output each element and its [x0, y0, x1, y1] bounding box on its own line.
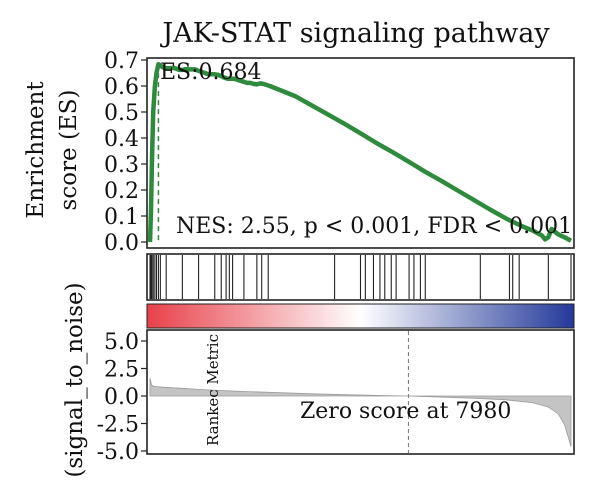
stats-annotation: NES: 2.55, p < 0.001, FDR < 0.001 — [176, 214, 572, 239]
es-y-tick-label: 0.0 — [104, 231, 139, 256]
es-y-tick-label: 0.2 — [104, 179, 139, 204]
metric-area — [149, 378, 572, 447]
metric-y-axis-label: (signal_to_noise) — [62, 282, 88, 477]
es-y-tick-label: 0.7 — [104, 49, 139, 74]
ranked-metric-label: Rankec Metric — [204, 334, 222, 446]
es-panel-frame — [146, 57, 575, 249]
chart-title: JAK-STAT signaling pathway — [159, 18, 550, 49]
es-y-tick-label: 0.3 — [104, 153, 139, 178]
es-peak-label: ES:0.684 — [160, 60, 262, 85]
es-y-tick-label: 0.4 — [104, 127, 139, 152]
hits-panel-frame — [146, 253, 575, 301]
metric-y-tick-label: 5.0 — [104, 330, 139, 355]
metric-y-tick-label: -5.0 — [97, 440, 139, 465]
es-y-tick-label: 0.1 — [104, 205, 139, 230]
es-y-tick-label: 0.5 — [104, 101, 139, 126]
es-y-tick-label: 0.6 — [104, 75, 139, 100]
metric-gradient-bar — [146, 303, 575, 329]
metric-y-tick-label: -2.5 — [97, 413, 139, 438]
es-curve — [147, 61, 573, 243]
es-y-axis-label-line1: Enrichment — [23, 81, 49, 219]
metric-y-tick-label: 0.0 — [104, 385, 139, 410]
metric-y-tick-label: 2.5 — [104, 358, 139, 383]
es-y-axis-label-line2: score (ES) — [56, 90, 82, 211]
metric-panel-frame — [146, 329, 575, 455]
zero-cross-label: Zero score at 7980 — [300, 399, 511, 424]
